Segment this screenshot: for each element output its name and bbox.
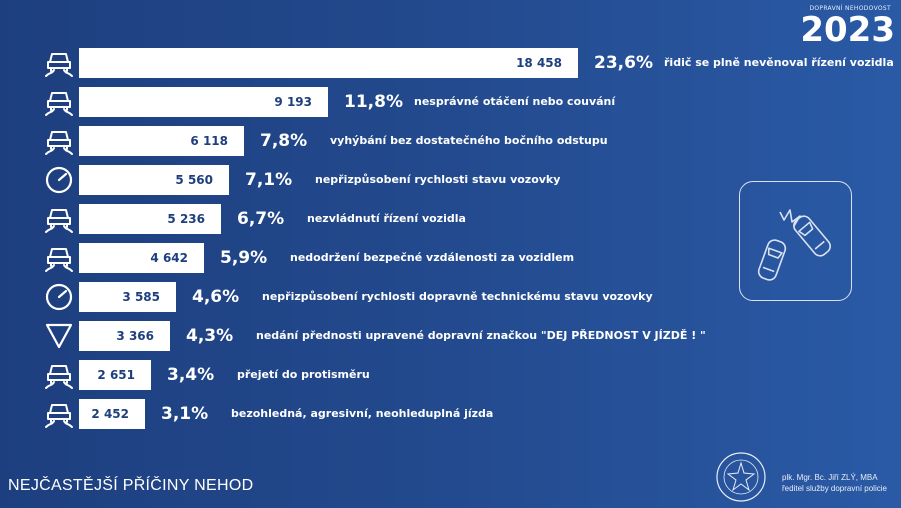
bar-value-label: 2 452 [91,407,129,421]
speedometer-icon [42,282,76,312]
category-label: řidič se plně nevěnoval řízení vozidla [664,56,894,69]
bar [79,243,204,273]
category-label: nepřizpůsobení rychlosti dopravně techni… [262,290,653,303]
author-name: plk. Mgr. Bc. Jiří ZLÝ, MBA [782,473,878,482]
skid-car-icon [42,126,76,156]
bar-percent-label: 4,3% [186,326,234,346]
bar [79,321,170,351]
bar [79,360,151,390]
footer-title: NEJČASTĚJŠÍ PŘÍČINY NEHOD [8,477,254,494]
bar-percent-label: 7,8% [260,131,308,151]
bar-percent-label: 5,9% [220,248,268,268]
bar-value-label: 18 458 [516,56,562,70]
bar [79,126,244,156]
bar-percent-label: 3,1% [161,404,209,424]
category-label: nedání přednosti upravené dopravní značk… [256,329,706,342]
bar-value-label: 3 366 [116,329,154,343]
police-badge [711,450,771,504]
skid-car-icon [42,243,76,273]
author-block: plk. Mgr. Bc. Jiří ZLÝ, MBA ředitel služ… [782,472,887,494]
bar-value-label: 3 585 [122,290,160,304]
bar-value-label: 9 193 [274,95,312,109]
author-role: ředitel služby dopravní policie [782,484,887,493]
bar-value-label: 2 651 [97,368,135,382]
speedometer-icon [42,165,76,195]
bar-percent-label: 4,6% [192,287,240,307]
bar [79,282,176,312]
bar [79,48,578,78]
category-label: přejetí do protisměru [237,368,370,381]
bar-percent-label: 7,1% [245,170,293,190]
category-label: nesprávné otáčení nebo couvání [414,95,616,108]
skid-car-icon [42,360,76,390]
skid-car-icon [42,87,76,117]
bar [79,399,145,429]
bar-value-label: 5 560 [175,173,213,187]
skid-car-icon [42,399,76,429]
category-label: bezohledná, agresivní, neohleduplná jízd… [231,407,494,420]
bar-percent-label: 23,6% [594,53,653,73]
bar [79,165,229,195]
chart-subtitle: DOPRAVNÍ NEHODOVOST [809,5,891,12]
bar-percent-label: 11,8% [344,92,403,112]
skid-car-icon [42,204,76,234]
bar [79,87,328,117]
bar-value-label: 5 236 [167,212,205,226]
yield-sign-icon [42,321,76,351]
car-crash-icon [739,181,852,301]
bar-value-label: 4 642 [150,251,188,265]
category-label: nepřizpůsobení rychlosti stavu vozovky [315,173,561,186]
category-label: vyhýbání bez dostatečného bočního odstup… [330,134,608,147]
bar-percent-label: 3,4% [167,365,215,385]
chart-year: 2023 [800,10,895,50]
skid-car-icon [42,48,76,78]
bar-value-label: 6 118 [190,134,228,148]
category-label: nezvládnutí řízení vozidla [307,212,466,225]
bar-percent-label: 6,7% [237,209,285,229]
bar [79,204,221,234]
category-label: nedodržení bezpečné vzdálenosti za vozid… [290,251,575,264]
